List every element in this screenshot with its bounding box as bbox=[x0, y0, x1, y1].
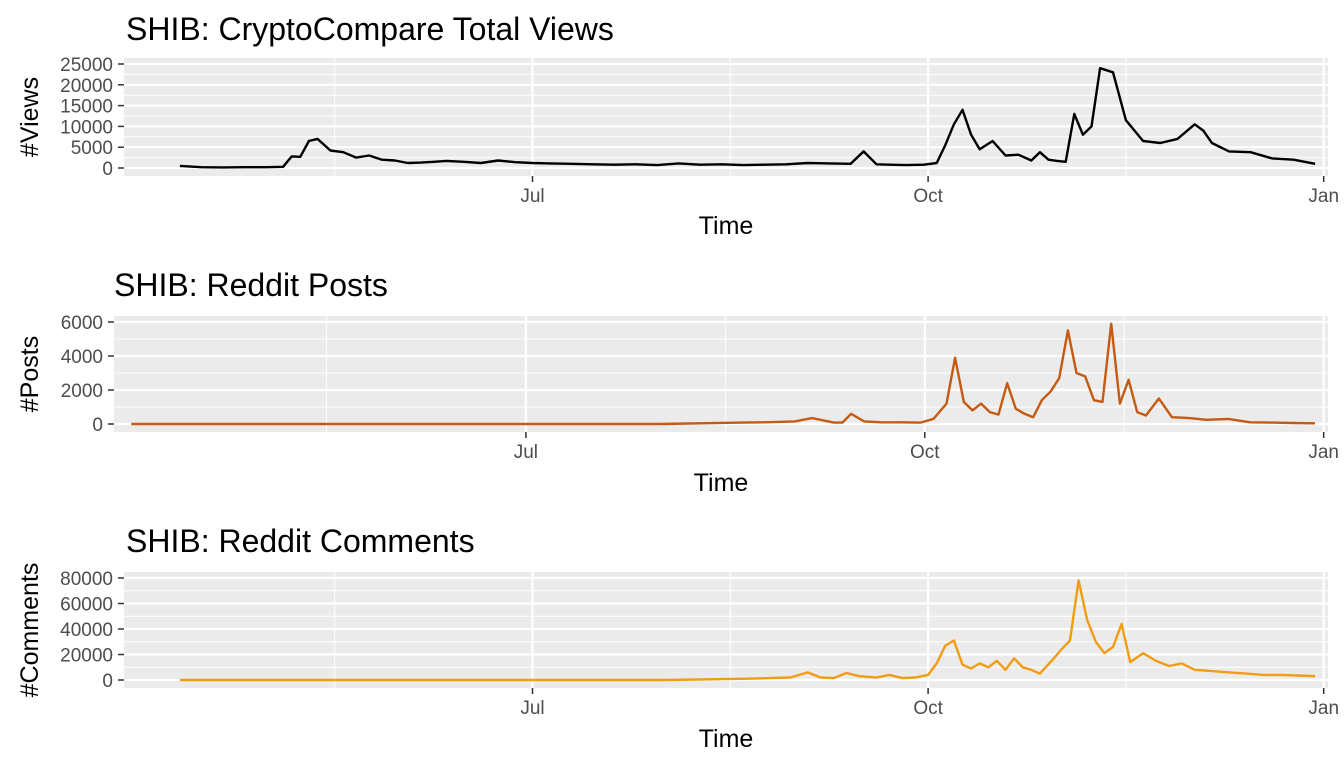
series-line bbox=[179, 66, 1316, 169]
x-tick-label: Jan bbox=[1308, 186, 1339, 207]
x-tick-label: Oct bbox=[913, 186, 943, 207]
x-axis-title: Time bbox=[699, 212, 754, 240]
x-tick-label: Jul bbox=[520, 698, 544, 719]
panel-3: 0 20000 40000 60000 80000 Jul Oct Jan SHIB: Redd… bbox=[16, 523, 1339, 753]
x-tick-label: Jan bbox=[1308, 698, 1339, 719]
y-tick-label: 4000 bbox=[61, 347, 103, 368]
x-tick-label: Jul bbox=[520, 186, 544, 207]
panel-background bbox=[114, 316, 1328, 432]
x-axis-title: Time bbox=[694, 469, 749, 497]
x-tick-label: Jul bbox=[514, 442, 538, 463]
y-axis-title: #Posts bbox=[16, 336, 44, 412]
y-tick-label: 2000 bbox=[61, 381, 103, 402]
y-tick-label: 20000 bbox=[60, 646, 113, 667]
y-axis-title: #Views bbox=[16, 77, 44, 157]
y-tick-label: 0 bbox=[102, 159, 113, 180]
y-tick-label: 10000 bbox=[60, 117, 113, 138]
series-line bbox=[131, 322, 1316, 426]
chart-title: SHIB: CryptoCompare Total Views bbox=[126, 11, 614, 47]
chart-title: SHIB: Reddit Posts bbox=[114, 267, 388, 303]
y-tick-label: 6000 bbox=[61, 313, 103, 334]
x-axis-title: Time bbox=[699, 725, 754, 753]
y-tick-label: 25000 bbox=[60, 55, 113, 76]
x-tick-label: Oct bbox=[913, 698, 943, 719]
y-tick-label: 80000 bbox=[60, 569, 113, 590]
y-axis-title: #Comments bbox=[16, 563, 44, 698]
chart-title: SHIB: Reddit Comments bbox=[126, 523, 475, 559]
y-tick-label: 0 bbox=[92, 415, 103, 436]
series-line bbox=[179, 579, 1316, 682]
panel-background bbox=[124, 58, 1328, 176]
y-tick-label: 15000 bbox=[60, 97, 113, 118]
panel-2: 0 2000 4000 6000 Jul Oct Jan SHIB: Reddit Posts… bbox=[16, 267, 1339, 497]
x-tick-label: Jan bbox=[1308, 442, 1339, 463]
y-tick-label: 0 bbox=[102, 671, 113, 692]
y-tick-label: 5000 bbox=[71, 138, 113, 159]
y-tick-label: 60000 bbox=[60, 595, 113, 616]
y-tick-label: 20000 bbox=[60, 76, 113, 97]
x-tick-label: Oct bbox=[910, 442, 940, 463]
y-tick-label: 40000 bbox=[60, 620, 113, 641]
